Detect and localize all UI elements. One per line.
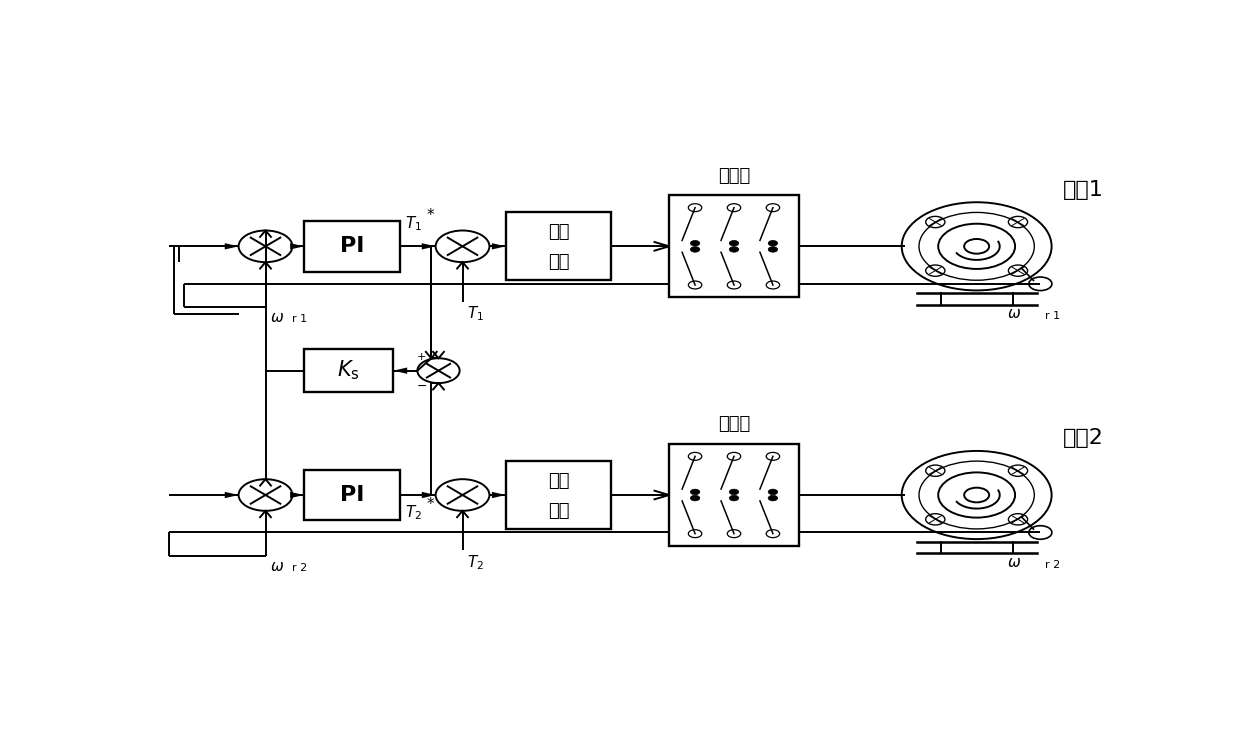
Text: 逆变器: 逆变器 (718, 167, 750, 185)
Circle shape (729, 241, 739, 246)
Bar (304, 349, 393, 392)
Text: r 2: r 2 (1045, 559, 1060, 570)
Polygon shape (224, 243, 238, 250)
Circle shape (729, 489, 739, 495)
Text: *: * (427, 208, 434, 222)
Circle shape (769, 495, 777, 501)
Text: $T_1$: $T_1$ (404, 214, 422, 233)
Text: PI: PI (340, 236, 365, 256)
Text: 电机1: 电机1 (1063, 180, 1104, 200)
Polygon shape (422, 492, 435, 498)
Polygon shape (492, 492, 506, 498)
Circle shape (769, 247, 777, 252)
Text: PI: PI (340, 485, 365, 505)
Bar (670, 195, 799, 297)
Text: +: + (417, 352, 427, 362)
Text: r 1: r 1 (293, 314, 308, 324)
Circle shape (729, 247, 739, 252)
Text: r 1: r 1 (1045, 311, 1060, 321)
Text: 转矩: 转矩 (548, 472, 569, 490)
Text: 电机2: 电机2 (1063, 429, 1104, 448)
Text: −: − (417, 380, 427, 393)
Circle shape (691, 495, 699, 501)
Text: $\omega$: $\omega$ (1007, 306, 1022, 321)
Text: $T_2$: $T_2$ (467, 553, 485, 572)
Text: $\omega$: $\omega$ (270, 559, 284, 574)
Polygon shape (393, 368, 407, 374)
Bar (304, 221, 401, 272)
Circle shape (691, 247, 699, 252)
Text: $T_1$: $T_1$ (467, 305, 485, 323)
Circle shape (769, 489, 777, 495)
Polygon shape (224, 492, 238, 498)
Polygon shape (290, 243, 304, 250)
Text: *: * (427, 497, 434, 512)
Text: $\omega$: $\omega$ (270, 310, 284, 325)
Text: $K_{\rm s}$: $K_{\rm s}$ (337, 359, 360, 382)
Polygon shape (492, 243, 506, 250)
Text: 控制: 控制 (548, 253, 569, 271)
Circle shape (691, 241, 699, 246)
Text: 控制: 控制 (548, 502, 569, 520)
Polygon shape (422, 243, 435, 250)
Circle shape (691, 489, 699, 495)
Text: r 2: r 2 (293, 563, 308, 573)
Text: 转矩: 转矩 (548, 223, 569, 241)
Text: $\omega$: $\omega$ (1007, 555, 1022, 570)
Text: 逆变器: 逆变器 (718, 415, 750, 433)
Bar (670, 444, 799, 546)
Text: $T_2$: $T_2$ (404, 504, 422, 522)
Bar (506, 461, 611, 529)
Bar (506, 212, 611, 280)
Circle shape (729, 495, 739, 501)
Circle shape (769, 241, 777, 246)
Bar (304, 470, 401, 520)
Polygon shape (290, 492, 304, 498)
